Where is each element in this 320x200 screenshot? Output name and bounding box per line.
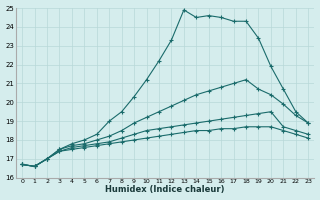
- X-axis label: Humidex (Indice chaleur): Humidex (Indice chaleur): [106, 185, 225, 194]
